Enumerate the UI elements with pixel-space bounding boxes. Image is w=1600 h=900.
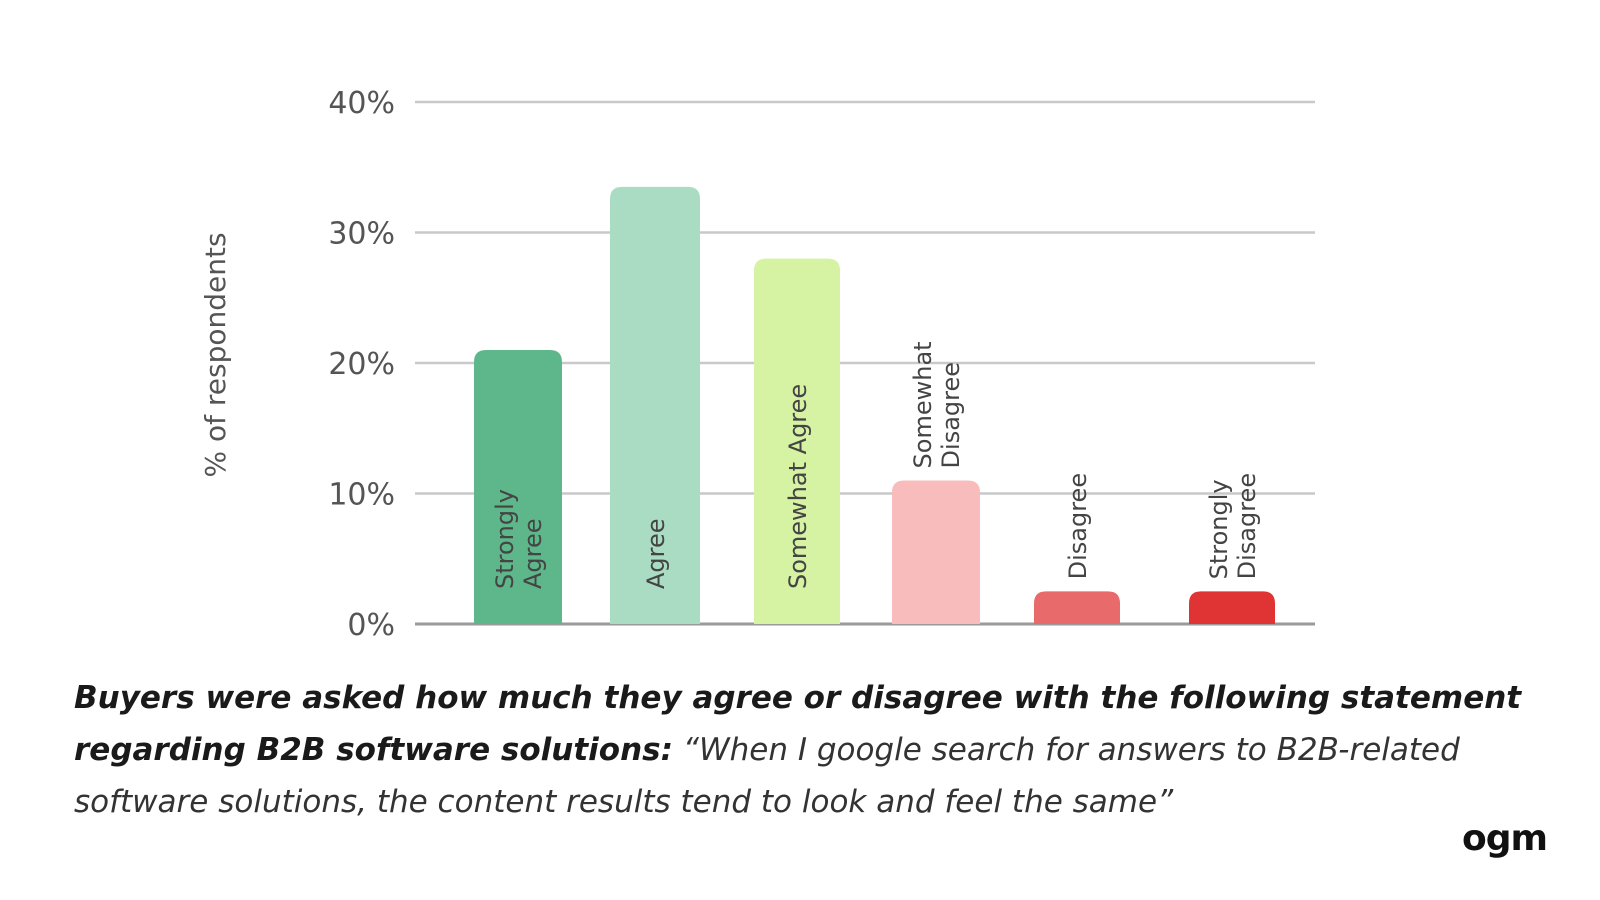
bar-labels: StronglyAgree Agree Somewhat Agree Somewhat… (491, 341, 1261, 589)
y-tick-label: 10% (328, 478, 395, 513)
bar-category-label: StronglyAgree (491, 489, 547, 589)
y-axis-ticks: 0% 10% 20% 30% 40% (328, 86, 395, 643)
y-axis-title: % of respondents (199, 232, 232, 477)
caption-quote: “When I google search for answers to B2B… (74, 732, 1460, 820)
bar-category-label: StronglyDisagree (1205, 473, 1261, 579)
bars (474, 186, 1275, 624)
bar (892, 480, 980, 624)
chart-caption: Buyers were asked how much they agree or… (74, 672, 1564, 828)
bar (754, 258, 840, 624)
bar-category-label: Agree (642, 518, 670, 589)
bar (1189, 591, 1275, 624)
bar-category-label: Somewhat Agree (784, 384, 812, 589)
bar-chart: 0% 10% 20% 30% 40% StronglyAgree Agree Somewha… (199, 86, 1315, 643)
gridlines (415, 100, 1315, 626)
y-tick-label: 30% (328, 217, 395, 252)
bar (474, 349, 562, 624)
y-tick-label: 0% (347, 608, 395, 643)
bar-category-label: SomewhatDisagree (909, 341, 965, 468)
caption-lead: Buyers were asked how much they agree or… (74, 680, 1522, 768)
bar (610, 186, 700, 624)
ogm-logo: ogm (1462, 818, 1548, 859)
y-tick-label: 20% (328, 347, 395, 382)
y-tick-label: 40% (328, 86, 395, 121)
bar (1034, 591, 1120, 624)
bar-category-label: Disagree (1064, 473, 1092, 579)
